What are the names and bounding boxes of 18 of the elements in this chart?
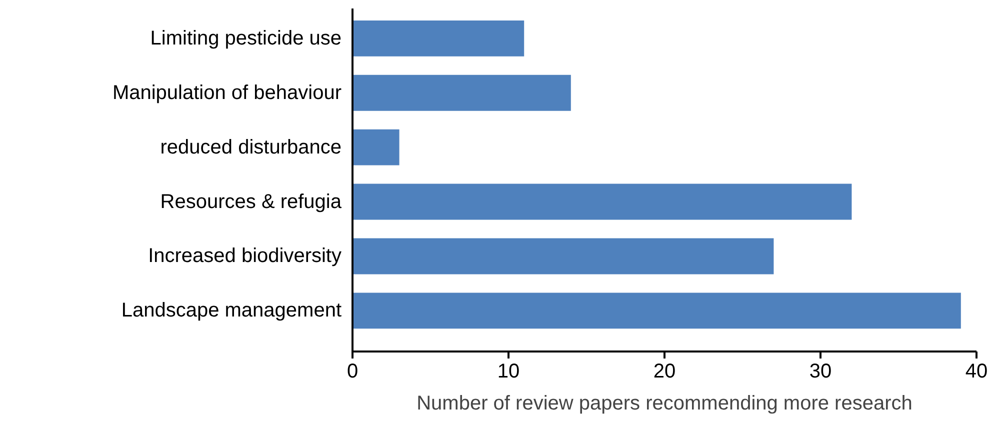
bar [352,238,774,274]
y-tick-label: Manipulation of behaviour [112,82,342,104]
y-tick-label: reduced disturbance [160,136,342,158]
x-tick-label: 0 [346,360,358,382]
x-tick-label: 40 [965,360,988,382]
x-axis-title: Number of review papers recommending more research [416,392,912,414]
bar [352,292,961,329]
bar [352,184,852,220]
bar [352,129,400,166]
x-tick-label: 10 [497,360,520,382]
bar [352,74,571,111]
y-tick-label: Resources & refugia [160,190,342,213]
y-tick-label: Landscape management [121,300,342,322]
y-tick-label: Increased biodiversity [148,245,342,268]
x-tick-label: 30 [809,360,832,382]
bar [352,20,524,56]
y-tick-label: Limiting pesticide use [150,27,342,50]
x-tick-label: 20 [653,360,676,382]
